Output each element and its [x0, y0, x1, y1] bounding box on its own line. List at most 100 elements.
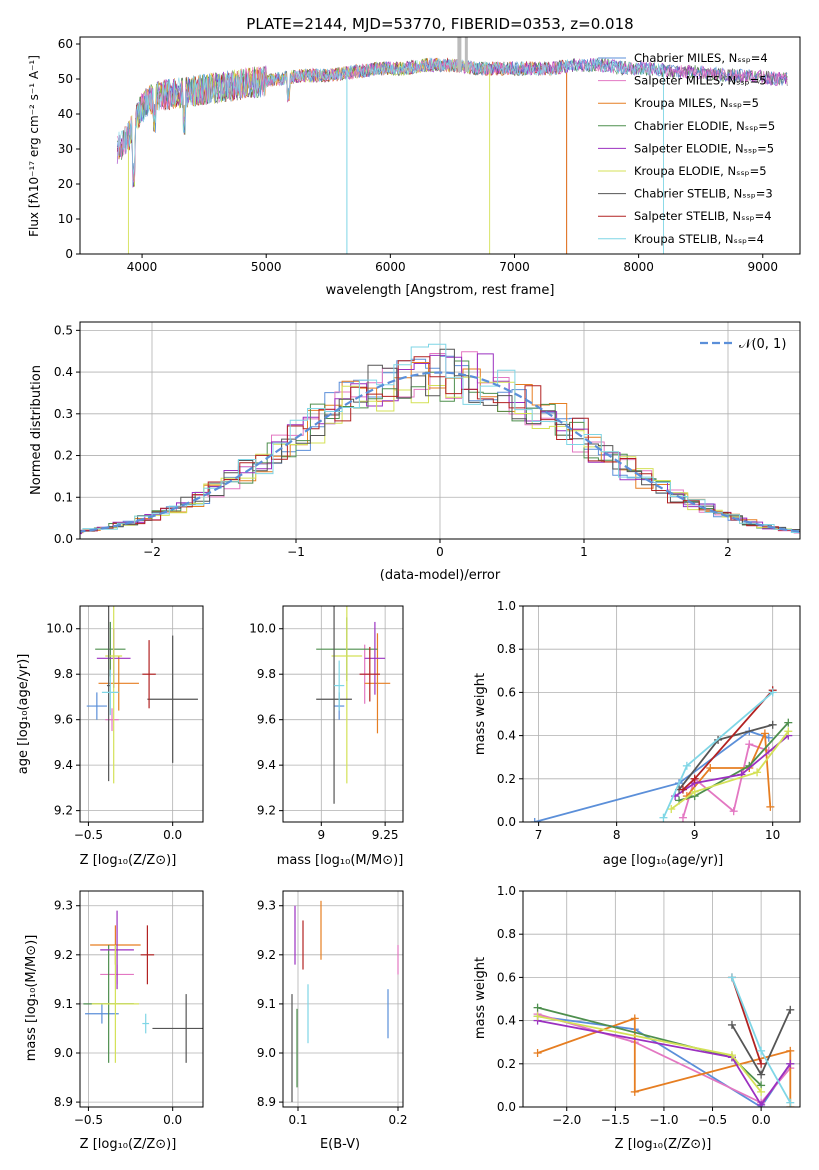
y-tick-label: 0.2	[497, 772, 516, 786]
y-tick-label: 0.8	[497, 927, 516, 941]
weight-vs-z-xlabel: Z [log₁₀(Z/Z⊙)]	[615, 1137, 712, 1152]
y-tick-label: 0.6	[497, 970, 516, 984]
plot-area	[530, 686, 793, 822]
legend-label: Chabrier STELIB, Nₛₛₚ=3	[634, 187, 773, 201]
legend-label: Kroupa STELIB, Nₛₛₚ=4	[634, 232, 764, 246]
axes-frame	[79, 890, 204, 1108]
spectrum-ylabel: Flux [fλ10⁻¹⁷ erg cm⁻² s⁻¹ A⁻¹]	[27, 55, 41, 237]
y-tick-label: 0.4	[54, 365, 73, 379]
y-tick-label: 9.2	[257, 804, 276, 818]
age-vs-z-ylabel: age [log₁₀(age/yr)]	[16, 654, 31, 775]
weight-vs-z-ylabel: mass weight	[473, 957, 488, 1039]
y-tick-label: 30	[58, 142, 73, 156]
gaussian-legend-label: 𝒩(0, 1)	[739, 337, 786, 352]
plot-area	[316, 606, 391, 804]
spectrum-line	[116, 57, 664, 175]
y-tick-label: 9.2	[257, 948, 276, 962]
y-tick-label: 9.8	[54, 667, 73, 681]
x-tick-label: 0.2	[388, 1113, 407, 1127]
x-tick-label: 5000	[251, 260, 282, 274]
weight-line	[682, 689, 774, 791]
plot-area	[83, 910, 203, 1063]
y-tick-label: 10.0	[46, 622, 73, 636]
x-tick-label: 1	[580, 545, 588, 559]
y-tick-label: 0.5	[54, 323, 73, 337]
age-vs-mass-xlabel: mass [log₁₀(M/M⊙)]	[277, 853, 404, 868]
x-tick-label: 9000	[747, 260, 778, 274]
x-tick-label: 0	[436, 545, 444, 559]
weight-vs-age-ylabel: mass weight	[473, 673, 488, 755]
mass-vs-z-xlabel: Z [log₁₀(Z/Z⊙)]	[80, 1137, 177, 1152]
spectrum-xlabel: wavelength [Angstrom, rest frame]	[326, 283, 555, 298]
x-tick-label: 0.0	[163, 828, 182, 842]
x-tick-label: 7	[535, 828, 543, 842]
legend-label: Salpeter STELIB, Nₛₛₚ=4	[634, 209, 772, 223]
y-tick-label: 0.4	[497, 1014, 516, 1028]
gaussian-curve	[80, 371, 800, 533]
y-tick-label: 0.6	[497, 685, 516, 699]
y-tick-label: 50	[58, 72, 73, 86]
mass-vs-z-panel: −0.5 0.0 8.9 9.0 9.1 9.2 9.3	[54, 890, 204, 1127]
x-tick-label: −1.5	[601, 1113, 630, 1127]
x-tick-label: 8	[613, 828, 621, 842]
plot-area	[533, 973, 795, 1107]
legend-label: Kroupa MILES, Nₛₛₚ=5	[634, 96, 759, 110]
x-tick-label: 6000	[375, 260, 406, 274]
weight-vs-age-xlabel: age [log₁₀(age/yr)]	[603, 853, 724, 868]
residuals-ylabel: Normed distribution	[29, 365, 44, 495]
spectrum-title: PLATE=2144, MJD=53770, FIBERID=0353, z=0…	[246, 15, 633, 33]
y-tick-label: 0.0	[54, 532, 73, 546]
plot-area	[86, 606, 198, 784]
x-tick-label: 9.25	[372, 828, 399, 842]
axes-frame	[282, 890, 404, 1108]
y-tick-label: 9.2	[54, 804, 73, 818]
x-tick-label: 7000	[499, 260, 530, 274]
x-tick-label: 0.1	[288, 1113, 307, 1127]
legend-label: Kroupa ELODIE, Nₛₛₚ=5	[634, 164, 767, 178]
x-tick-label: −0.5	[74, 828, 103, 842]
y-tick-label: 9.3	[257, 899, 276, 913]
masked-region	[457, 37, 462, 72]
masked-region	[464, 37, 468, 72]
y-tick-label: 1.0	[497, 884, 516, 898]
y-tick-label: 9.8	[257, 667, 276, 681]
y-tick-label: 0.2	[54, 449, 73, 463]
histogram-step	[80, 343, 800, 533]
y-tick-label: 9.4	[257, 758, 276, 772]
x-tick-label: 2	[724, 545, 732, 559]
y-tick-label: 1.0	[497, 599, 516, 613]
age-vs-z-panel: −0.5 0.0 9.2 9.4 9.6 9.8 10.0	[46, 605, 204, 842]
x-tick-label: 0.0	[752, 1113, 771, 1127]
axes-frame	[282, 605, 404, 823]
y-tick-label: 10.0	[249, 622, 276, 636]
y-tick-label: 0.1	[54, 490, 73, 504]
residuals-xlabel: (data-model)/error	[380, 568, 501, 583]
axes-frame	[79, 321, 801, 540]
x-tick-label: 10	[765, 828, 780, 842]
x-tick-label: 9	[691, 828, 699, 842]
y-tick-label: 0.3	[54, 407, 73, 421]
x-tick-label: −2	[143, 545, 161, 559]
plot-area	[80, 343, 800, 535]
y-tick-label: 8.9	[54, 1095, 73, 1109]
y-tick-label: 9.1	[54, 997, 73, 1011]
x-tick-label: −1	[287, 545, 305, 559]
axes-frame	[522, 605, 801, 823]
legend-label: Chabrier ELODIE, Nₛₛₚ=5	[634, 119, 775, 133]
x-tick-label: 4000	[127, 260, 158, 274]
x-tick-label: −0.5	[698, 1113, 727, 1127]
x-tick-label: 9	[317, 828, 325, 842]
y-tick-label: 10	[58, 212, 73, 226]
axes-frame	[522, 890, 801, 1108]
axes-frame	[79, 36, 801, 255]
y-tick-label: 0.2	[497, 1057, 516, 1071]
legend-label: Salpeter ELODIE, Nₛₛₚ=5	[634, 141, 774, 155]
residuals-panel: −2 −1 0 1 2 0.0 0.1 0.2 0.3 0.4 0.5	[54, 321, 801, 559]
y-tick-label: 20	[58, 177, 73, 191]
mass-vs-z-ylabel: mass [log₁₀(M/M⊙)]	[24, 935, 39, 1062]
y-tick-label: 0.0	[497, 1100, 516, 1114]
y-tick-label: 9.6	[257, 713, 276, 727]
age-vs-mass-panel: 9 9.25 9.2 9.4 9.6 9.8 10.0	[249, 605, 404, 842]
y-tick-label: 40	[58, 107, 73, 121]
